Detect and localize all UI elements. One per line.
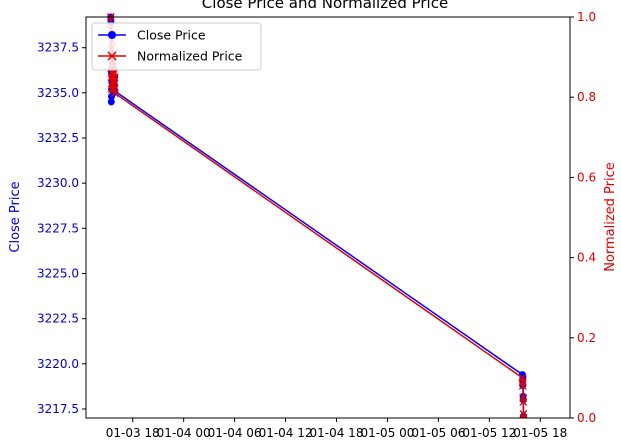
- y-left-axis-label: Close Price: [8, 181, 23, 252]
- y-right-axis-label: Normalized Price: [603, 162, 618, 272]
- x-tick-label: 01-05 06: [411, 426, 465, 440]
- legend: Close Price Normalized Price: [91, 22, 262, 71]
- series-layer: [106, 13, 528, 418]
- y-left-tick-label: 3235.0: [37, 86, 79, 100]
- y-left-tick-label: 3217.5: [37, 402, 79, 416]
- data-point-normalized: [110, 73, 119, 82]
- plot-area: [106, 13, 528, 418]
- x-tick-label: 01-05 18: [513, 426, 567, 440]
- y-left-tick-label: 3222.5: [37, 312, 79, 326]
- data-point-close: [519, 372, 527, 380]
- legend-close-label: Close Price: [137, 28, 206, 43]
- x-tick-label: 01-05 00: [360, 426, 414, 440]
- legend-close-marker: [108, 31, 116, 39]
- y-right-tick-label: 0.2: [577, 331, 596, 345]
- x-tick-label: 01-04 18: [310, 426, 364, 440]
- data-point-normalized: [110, 89, 119, 98]
- y-left-tick-label: 3230.0: [37, 176, 79, 190]
- x-tick-label: 01-03 18: [106, 426, 160, 440]
- data-point-normalized: [519, 414, 528, 418]
- y-left-tick-label: 3225.0: [37, 266, 79, 280]
- y-right-axis: 0.0 0.2 0.4 0.6 0.8 1.0: [570, 10, 596, 425]
- y-left-tick-label: 3220.0: [37, 357, 79, 371]
- chart-title: Close Price and Normalized Price: [202, 0, 448, 12]
- y-left-tick-label: 3227.5: [37, 221, 79, 235]
- data-point-normalized: [519, 398, 528, 406]
- y-right-tick-label: 0.4: [577, 251, 596, 265]
- legend-normalized-label: Normalized Price: [137, 49, 243, 64]
- y-left-axis: 3217.5 3220.0 3222.5 3225.0 3227.5 3230.0 3232…: [37, 41, 86, 416]
- x-tick-label: 01-05 12: [462, 426, 516, 440]
- y-right-tick-label: 0.6: [577, 170, 596, 184]
- x-tick-label: 01-04 12: [259, 426, 313, 440]
- y-left-tick-label: 3237.5: [37, 41, 79, 55]
- data-point-close: [107, 98, 115, 106]
- plot-frame: [85, 16, 571, 419]
- x-tick-label: 01-04 00: [157, 426, 211, 440]
- legend-box: [91, 22, 262, 71]
- y-right-tick-label: 1.0: [577, 10, 596, 24]
- y-left-tick-label: 3232.5: [37, 131, 79, 145]
- y-right-tick-label: 0.8: [577, 90, 596, 104]
- data-point-normalized: [518, 377, 527, 386]
- x-tick-label: 01-04 06: [208, 426, 262, 440]
- y-right-tick-label: 0.0: [577, 411, 596, 425]
- legend-normalized-marker: [107, 51, 117, 61]
